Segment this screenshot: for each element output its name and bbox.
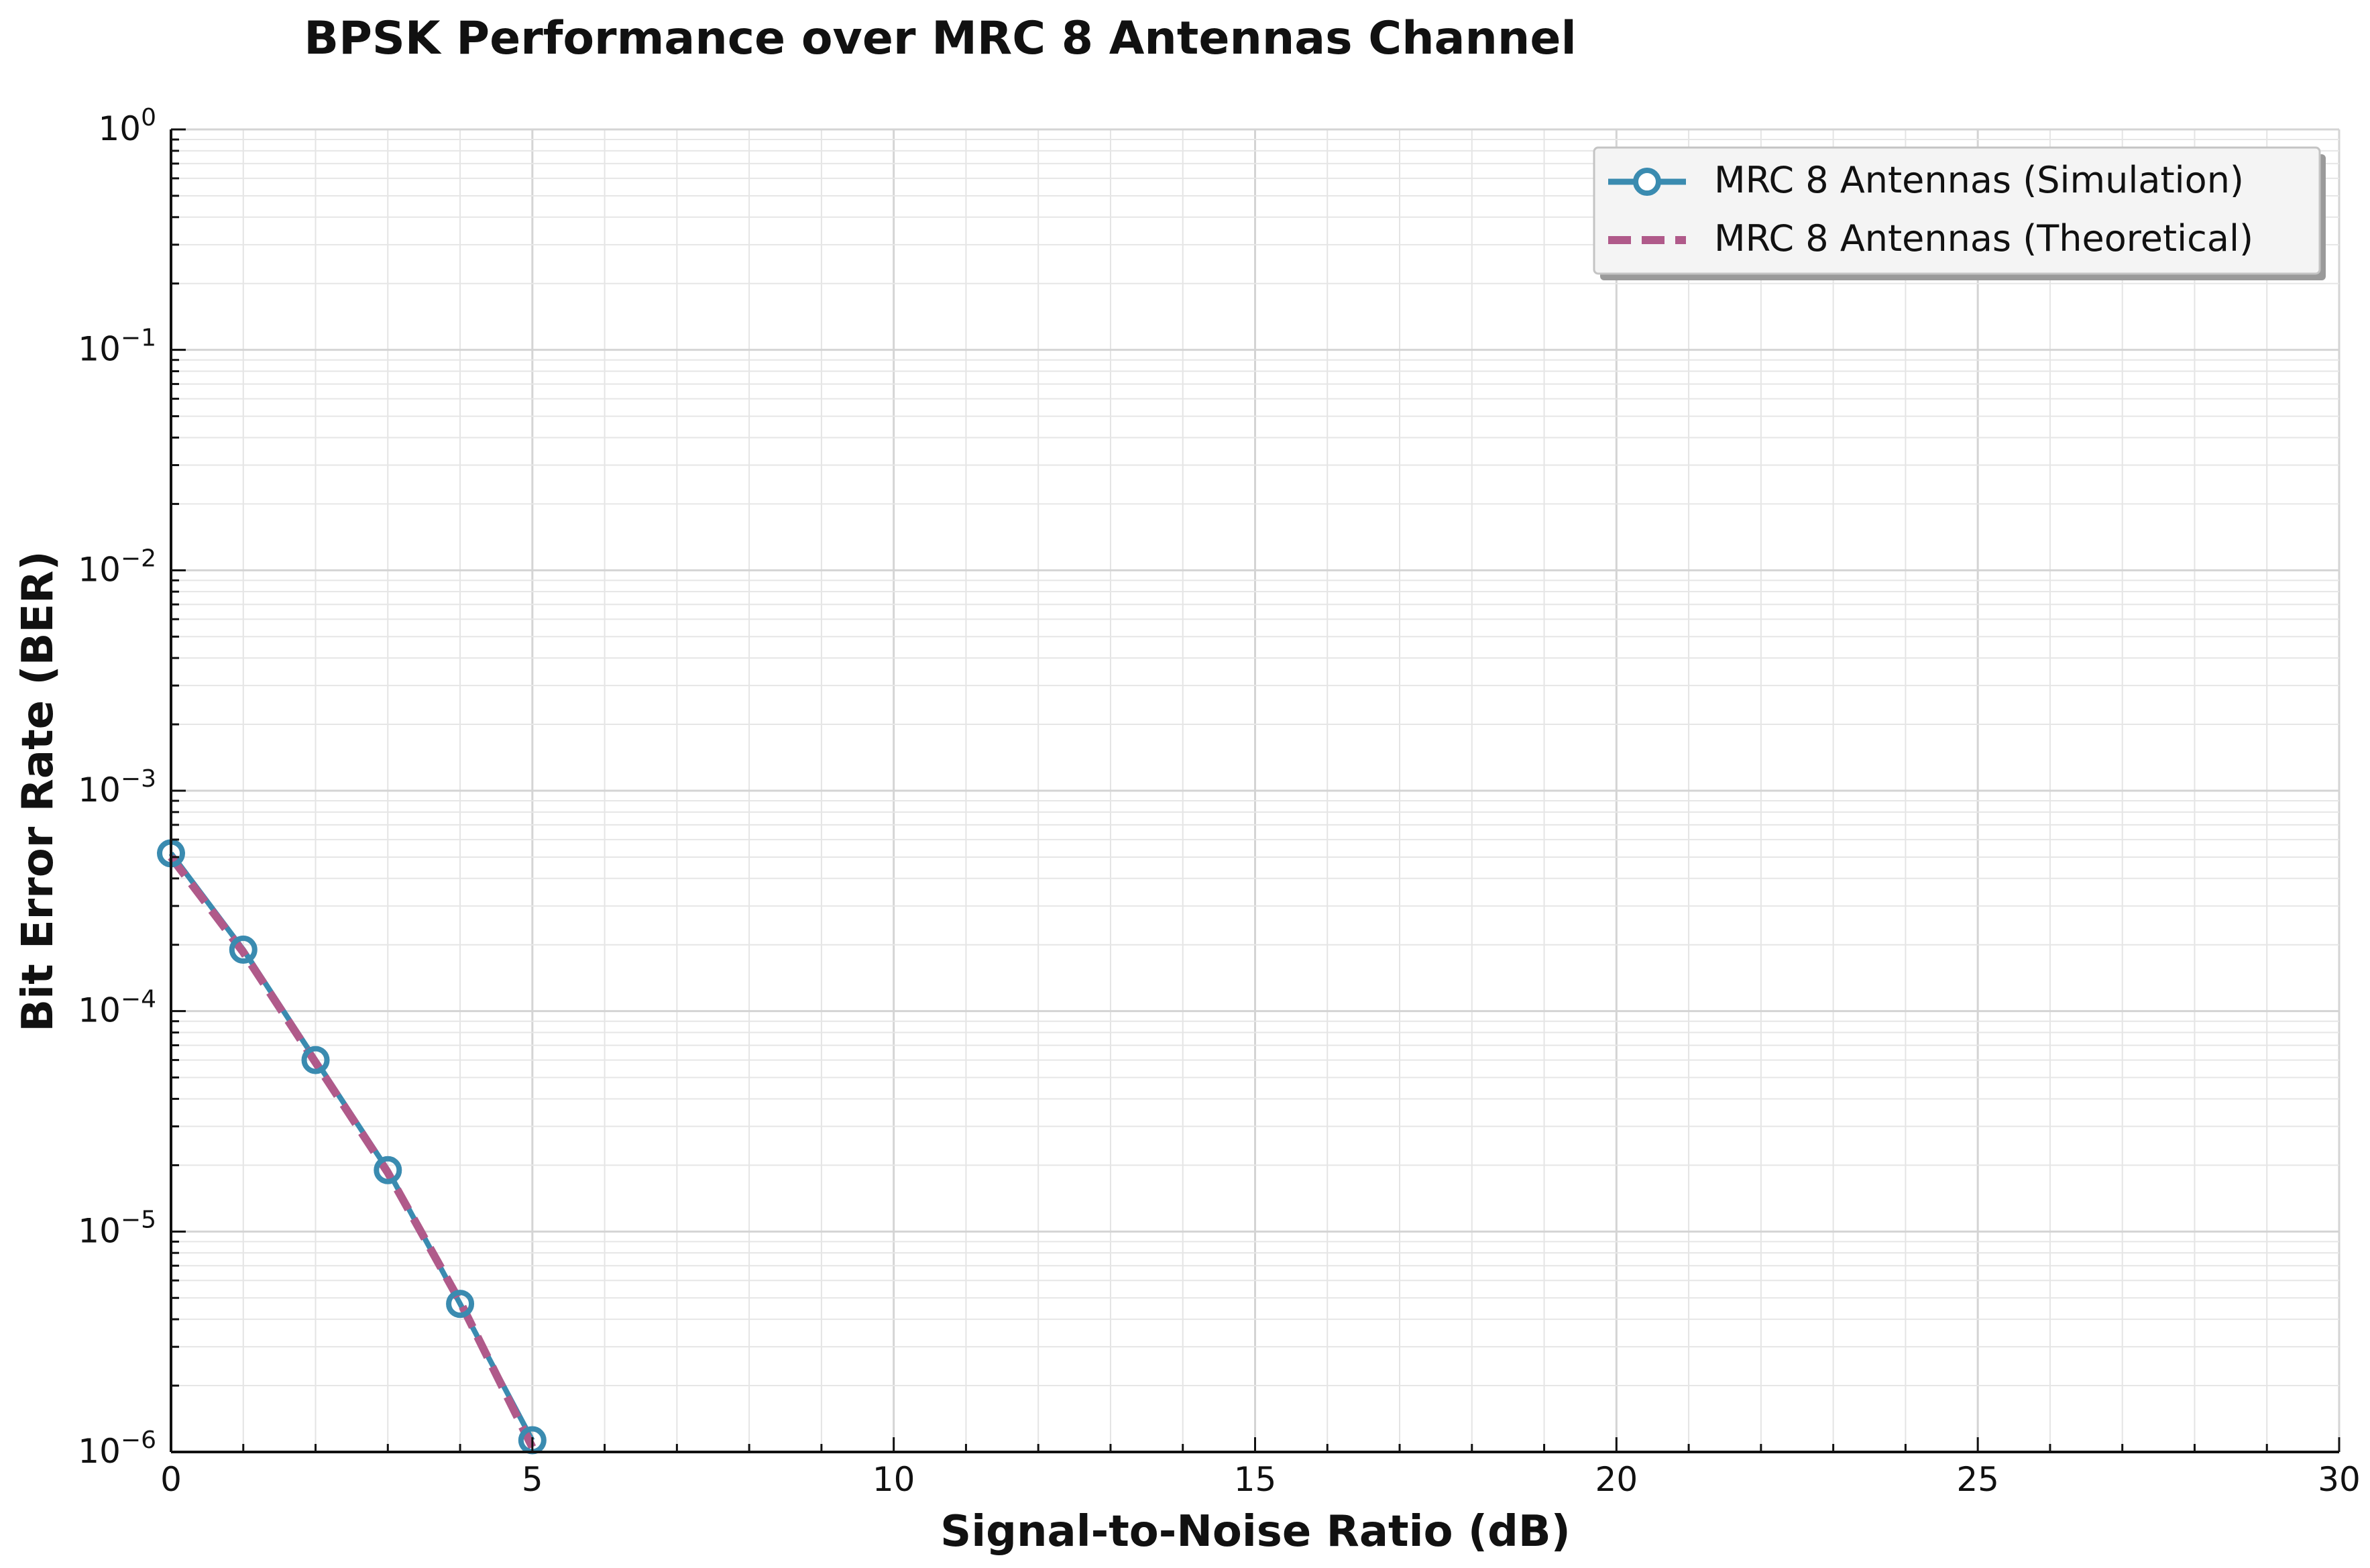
x-tick-label: 10 — [872, 1460, 915, 1499]
data-point-simulation — [446, 1290, 475, 1319]
legend-sim-marker — [1633, 168, 1661, 196]
x-tick-label: 30 — [2318, 1460, 2361, 1499]
x-tick-label: 20 — [1595, 1460, 1638, 1499]
x-tick-label: 15 — [1234, 1460, 1277, 1499]
series-line-theoretical — [168, 854, 537, 1449]
legend-sim-label: MRC 8 Antennas (Simulation) — [1714, 159, 2244, 201]
x-tick-label: 25 — [1956, 1460, 1999, 1499]
x-tick-label: 0 — [160, 1460, 182, 1499]
y-tick-label: 10−3 — [78, 765, 156, 809]
y-tick-label: 10−6 — [78, 1426, 156, 1471]
legend-theory-label: MRC 8 Antennas (Theoretical) — [1714, 217, 2253, 260]
data-point-simulation — [301, 1046, 330, 1074]
legend-box — [1593, 146, 2321, 275]
x-axis-label: Signal-to-Noise Ratio (dB) — [940, 1507, 1571, 1557]
data-point-simulation — [374, 1156, 402, 1184]
legend: MRC 8 Antennas (Simulation) MRC 8 Antenn… — [1593, 146, 2326, 280]
grid-lines — [170, 128, 2340, 1453]
chart-title: BPSK Performance over MRC 8 Antennas Cha… — [304, 12, 1577, 65]
x-tick-label: 5 — [522, 1460, 543, 1499]
data-point-simulation — [229, 936, 258, 964]
y-axis-label: Bit Error Rate (BER) — [13, 551, 63, 1031]
